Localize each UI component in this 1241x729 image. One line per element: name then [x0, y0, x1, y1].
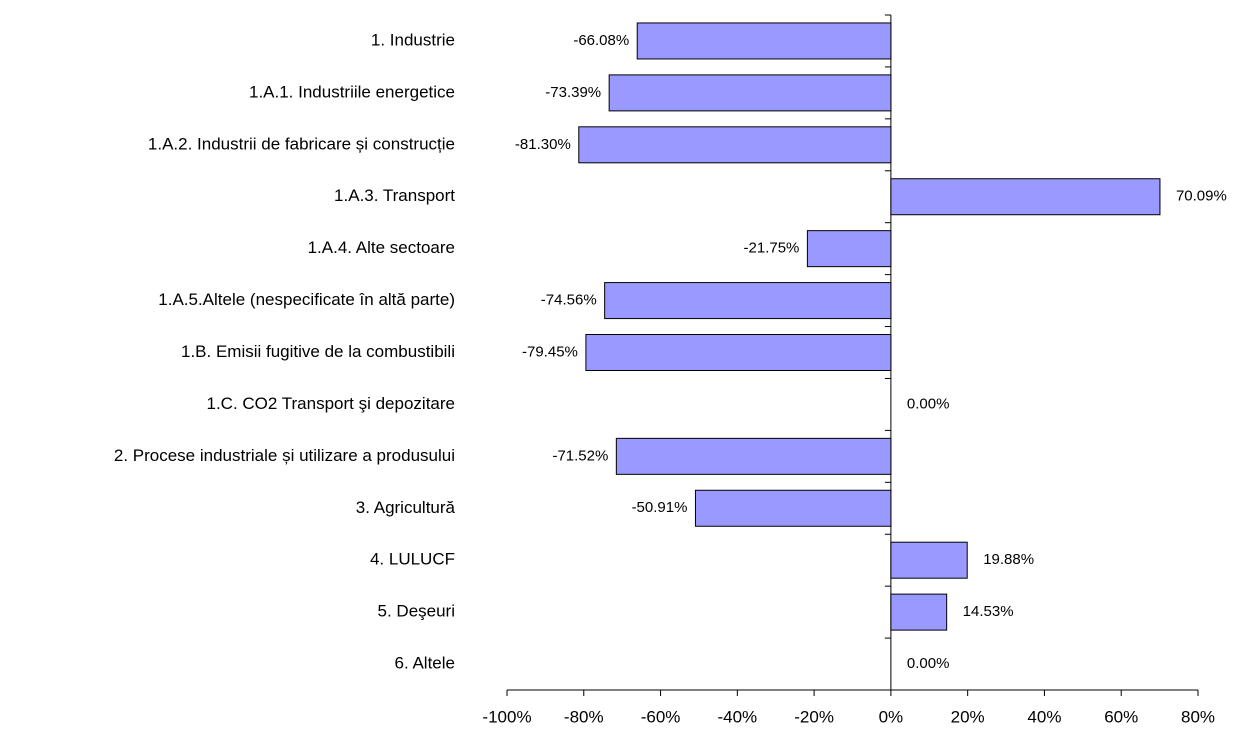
x-tick-label: -100%	[482, 707, 531, 726]
data-label: 70.09%	[1176, 188, 1227, 205]
bar	[636, 22, 892, 60]
category-label: 1.A.4. Alte sectoare	[308, 238, 455, 257]
data-label: 14.53%	[963, 603, 1014, 620]
category-label: 1. Industrie	[371, 30, 455, 49]
x-tick-label: -40%	[717, 707, 757, 726]
bar	[694, 489, 892, 527]
data-label: -74.56%	[541, 292, 597, 309]
category-label: 6. Altele	[395, 654, 456, 673]
data-label: 0.00%	[907, 655, 950, 672]
bar	[890, 541, 968, 579]
category-label: 5. Deşeuri	[378, 602, 455, 621]
data-label: -79.45%	[522, 343, 578, 360]
category-label: 1.A.2. Industrii de fabricare și constru…	[148, 134, 455, 153]
bar	[615, 437, 892, 475]
category-label: 4. LULUCF	[370, 550, 455, 569]
bar	[806, 230, 892, 268]
data-label: 0.00%	[907, 395, 950, 412]
data-label: -21.75%	[744, 240, 800, 257]
category-label: 1.B. Emisii fugitive de la combustibili	[181, 342, 455, 361]
x-tick-label: 80%	[1181, 707, 1215, 726]
x-tick-label: -60%	[641, 707, 681, 726]
data-label: -66.08%	[573, 32, 629, 49]
x-tick-label: -20%	[794, 707, 834, 726]
bar	[578, 126, 892, 164]
bar	[890, 178, 1161, 216]
category-label: 1.A.3. Transport	[334, 186, 455, 205]
data-label: 19.88%	[983, 551, 1034, 568]
bar	[608, 74, 892, 112]
x-tick-label: 60%	[1104, 707, 1138, 726]
category-label: 1.A.5.Altele (nespecificate în altă part…	[158, 290, 455, 309]
bar	[890, 593, 948, 631]
x-tick-label: -80%	[564, 707, 604, 726]
category-label: 1.C. CO2 Transport şi depozitare	[206, 394, 455, 413]
x-tick-label: 40%	[1027, 707, 1061, 726]
data-label: -81.30%	[515, 136, 571, 153]
category-label: 1.A.1. Industriile energetice	[249, 82, 455, 101]
data-label: -71.52%	[552, 447, 608, 464]
x-tick-label: 20%	[951, 707, 985, 726]
bar	[585, 334, 892, 371]
data-label: -73.39%	[545, 84, 601, 101]
category-label: 3. Agricultură	[356, 498, 456, 517]
bar	[604, 282, 892, 320]
x-tick-label: 0%	[879, 707, 904, 726]
data-label: -50.91%	[632, 499, 688, 516]
category-label: 2. Procese industriale și utilizare a pr…	[114, 446, 455, 465]
